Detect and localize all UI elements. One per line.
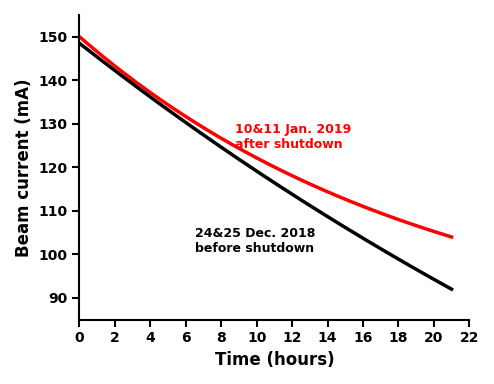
Y-axis label: Beam current (mA): Beam current (mA) xyxy=(15,78,33,257)
Text: 24&25 Dec. 2018
before shutdown: 24&25 Dec. 2018 before shutdown xyxy=(195,227,315,255)
X-axis label: Time (hours): Time (hours) xyxy=(214,351,334,369)
Text: 10&11 Jan. 2019
after shutdown: 10&11 Jan. 2019 after shutdown xyxy=(236,123,352,151)
